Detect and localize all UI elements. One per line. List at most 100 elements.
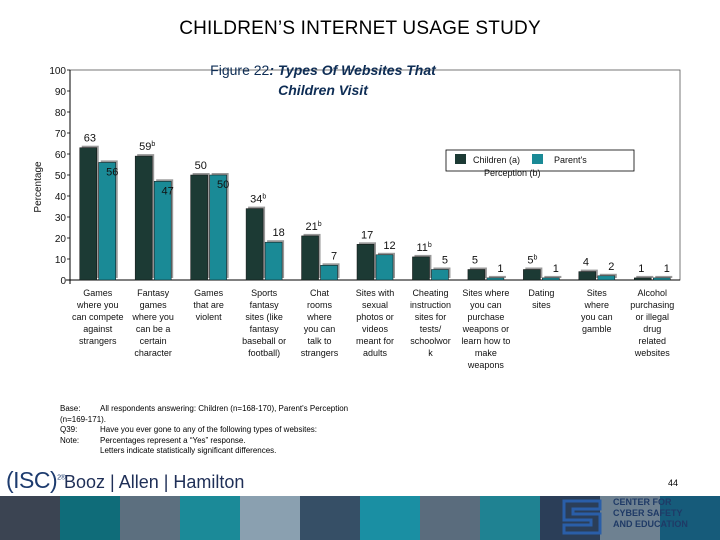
bar-children bbox=[634, 277, 652, 281]
x-category-label: Fantasy games where you can be a certain char… bbox=[131, 288, 174, 358]
note-label: Note: bbox=[60, 435, 80, 445]
note-base: Base: All respondents answering: Children… bbox=[60, 404, 348, 415]
data-label-parents: 56 bbox=[106, 166, 118, 178]
x-category-label-line: Fantasy bbox=[137, 288, 170, 298]
x-category-label-line: you can bbox=[470, 300, 502, 310]
x-category-label-line: sites (like bbox=[245, 312, 283, 322]
data-label-parents: 1 bbox=[497, 263, 503, 275]
x-category-label-line: games bbox=[140, 300, 168, 310]
x-category-label: Sports fantasy sites (like fantasy baseball … bbox=[242, 288, 286, 358]
x-category-label-line: character bbox=[134, 348, 172, 358]
x-category-label-line: where bbox=[584, 300, 610, 310]
x-category-label-line: fantasy bbox=[250, 324, 280, 334]
x-category-label: Cheating instruction sites for tests/school… bbox=[410, 288, 451, 358]
cscse-logo-icon bbox=[562, 499, 602, 535]
y-tick-label: 40 bbox=[55, 192, 67, 203]
data-label-parents: 50 bbox=[217, 179, 229, 191]
data-label-parents: 1 bbox=[553, 263, 559, 275]
footer-color-block bbox=[300, 496, 360, 540]
x-category-label-line: Games bbox=[194, 288, 224, 298]
y-tick-label: 70 bbox=[55, 129, 67, 140]
bar-parents bbox=[597, 275, 616, 281]
data-label-children: 21b bbox=[306, 221, 322, 233]
bar-children-shadow bbox=[636, 275, 654, 278]
bar-parents-shadow bbox=[655, 275, 673, 278]
x-category-label-line: photos or bbox=[356, 312, 394, 322]
slide-title: CHILDREN’S INTERNET USAGE STUDY bbox=[179, 18, 541, 39]
chart-title: Figure 22: Types Of Websites That bbox=[210, 62, 437, 78]
x-category-label-line: Games bbox=[83, 288, 113, 298]
booz-allen-hamilton-logo: Booz | Allen | Hamilton bbox=[64, 472, 245, 492]
data-label-children: 59b bbox=[139, 141, 155, 153]
footer-color-block bbox=[180, 496, 240, 540]
bar-parents bbox=[320, 265, 338, 281]
x-category-label-line: weapons or bbox=[462, 324, 510, 334]
data-label-children: 5b bbox=[527, 255, 537, 267]
x-category-label-line: fantasy bbox=[250, 300, 280, 310]
data-label-children: 1 bbox=[638, 263, 644, 275]
x-category-label-line: schoolwor bbox=[410, 336, 451, 346]
y-tick-label: 30 bbox=[55, 213, 67, 224]
bar-parents bbox=[431, 269, 449, 281]
x-category-label-line: can be a bbox=[136, 324, 171, 334]
x-category-label-line: certain bbox=[140, 336, 167, 346]
chart-title-prefix: Figure 22 bbox=[210, 62, 269, 78]
data-label-children: 11b bbox=[416, 242, 431, 254]
footer-color-block bbox=[480, 496, 540, 540]
x-category-label-line: sites for bbox=[415, 312, 447, 322]
legend-label-children: Children (a) bbox=[473, 155, 520, 165]
note-text: Percentages represent a “Yes” response. bbox=[100, 435, 246, 445]
data-label-parents: 1 bbox=[664, 263, 670, 275]
note-text: Have you ever gone to any of the followi… bbox=[100, 425, 318, 435]
y-tick-label: 100 bbox=[49, 66, 66, 77]
x-category-label-line: baseball or bbox=[242, 336, 286, 346]
bar-parents-shadow bbox=[488, 275, 506, 278]
note-letters: Letters indicate statistically significa… bbox=[60, 446, 348, 457]
chart-title-line-2: Children Visit bbox=[278, 82, 369, 98]
x-category-label: Chat rooms where you can talk to strangers bbox=[301, 288, 339, 358]
x-category-label-line: Alcohol bbox=[638, 288, 668, 298]
data-label-children: 50 bbox=[195, 160, 207, 172]
footnotes: Base: All respondents answering: Children… bbox=[60, 404, 348, 457]
note-base-cont: (n=169-171). bbox=[60, 415, 348, 426]
x-category-label-line: gamble bbox=[582, 324, 612, 334]
bar-children bbox=[190, 174, 208, 281]
bar-parents bbox=[486, 277, 505, 281]
y-tick-label: 50 bbox=[55, 171, 67, 182]
data-label-parents: 47 bbox=[162, 185, 174, 197]
x-category-label-line: k bbox=[428, 348, 433, 358]
bar-children bbox=[412, 256, 430, 281]
bar-parents bbox=[375, 254, 394, 281]
significance-marker: b bbox=[262, 194, 266, 201]
x-category-label-line: rooms bbox=[307, 300, 333, 310]
bar-children bbox=[245, 208, 264, 281]
note-label: Base: bbox=[60, 404, 81, 413]
x-category-label: Sites with sexual photos or videos meant for… bbox=[356, 288, 395, 358]
bar-parents bbox=[264, 241, 283, 281]
bar-parents bbox=[653, 277, 671, 281]
bar-children bbox=[467, 269, 486, 281]
x-category-label-line: websites bbox=[634, 348, 671, 358]
x-category-label-line: related bbox=[639, 336, 667, 346]
data-label-parents: 12 bbox=[383, 240, 395, 252]
significance-marker: b bbox=[318, 221, 322, 228]
significance-marker: b bbox=[428, 242, 432, 249]
y-tick-label: 60 bbox=[55, 150, 67, 161]
footer-color-block bbox=[120, 496, 180, 540]
x-category-label-line: that are bbox=[193, 300, 224, 310]
x-category-label: Sites where you can purchase weapons or lear… bbox=[461, 288, 510, 370]
bar-parents bbox=[153, 181, 172, 281]
cscse-line-3: AND EDUCATION bbox=[613, 519, 688, 529]
bar-children bbox=[356, 244, 375, 281]
x-category-label-line: drug bbox=[643, 324, 661, 334]
note-text: All respondents answering: Children (n=1… bbox=[100, 404, 349, 413]
significance-marker: b bbox=[533, 255, 537, 262]
bar-parents-shadow bbox=[544, 275, 562, 278]
footer-color-block bbox=[60, 496, 120, 540]
x-category-label-line: talk to bbox=[308, 336, 332, 346]
x-category-label-line: you can bbox=[304, 324, 336, 334]
y-tick-label: 90 bbox=[55, 87, 67, 98]
x-category-label-line: Cheating bbox=[412, 288, 448, 298]
bar-parents bbox=[542, 277, 560, 281]
y-tick-label: 10 bbox=[55, 255, 67, 266]
